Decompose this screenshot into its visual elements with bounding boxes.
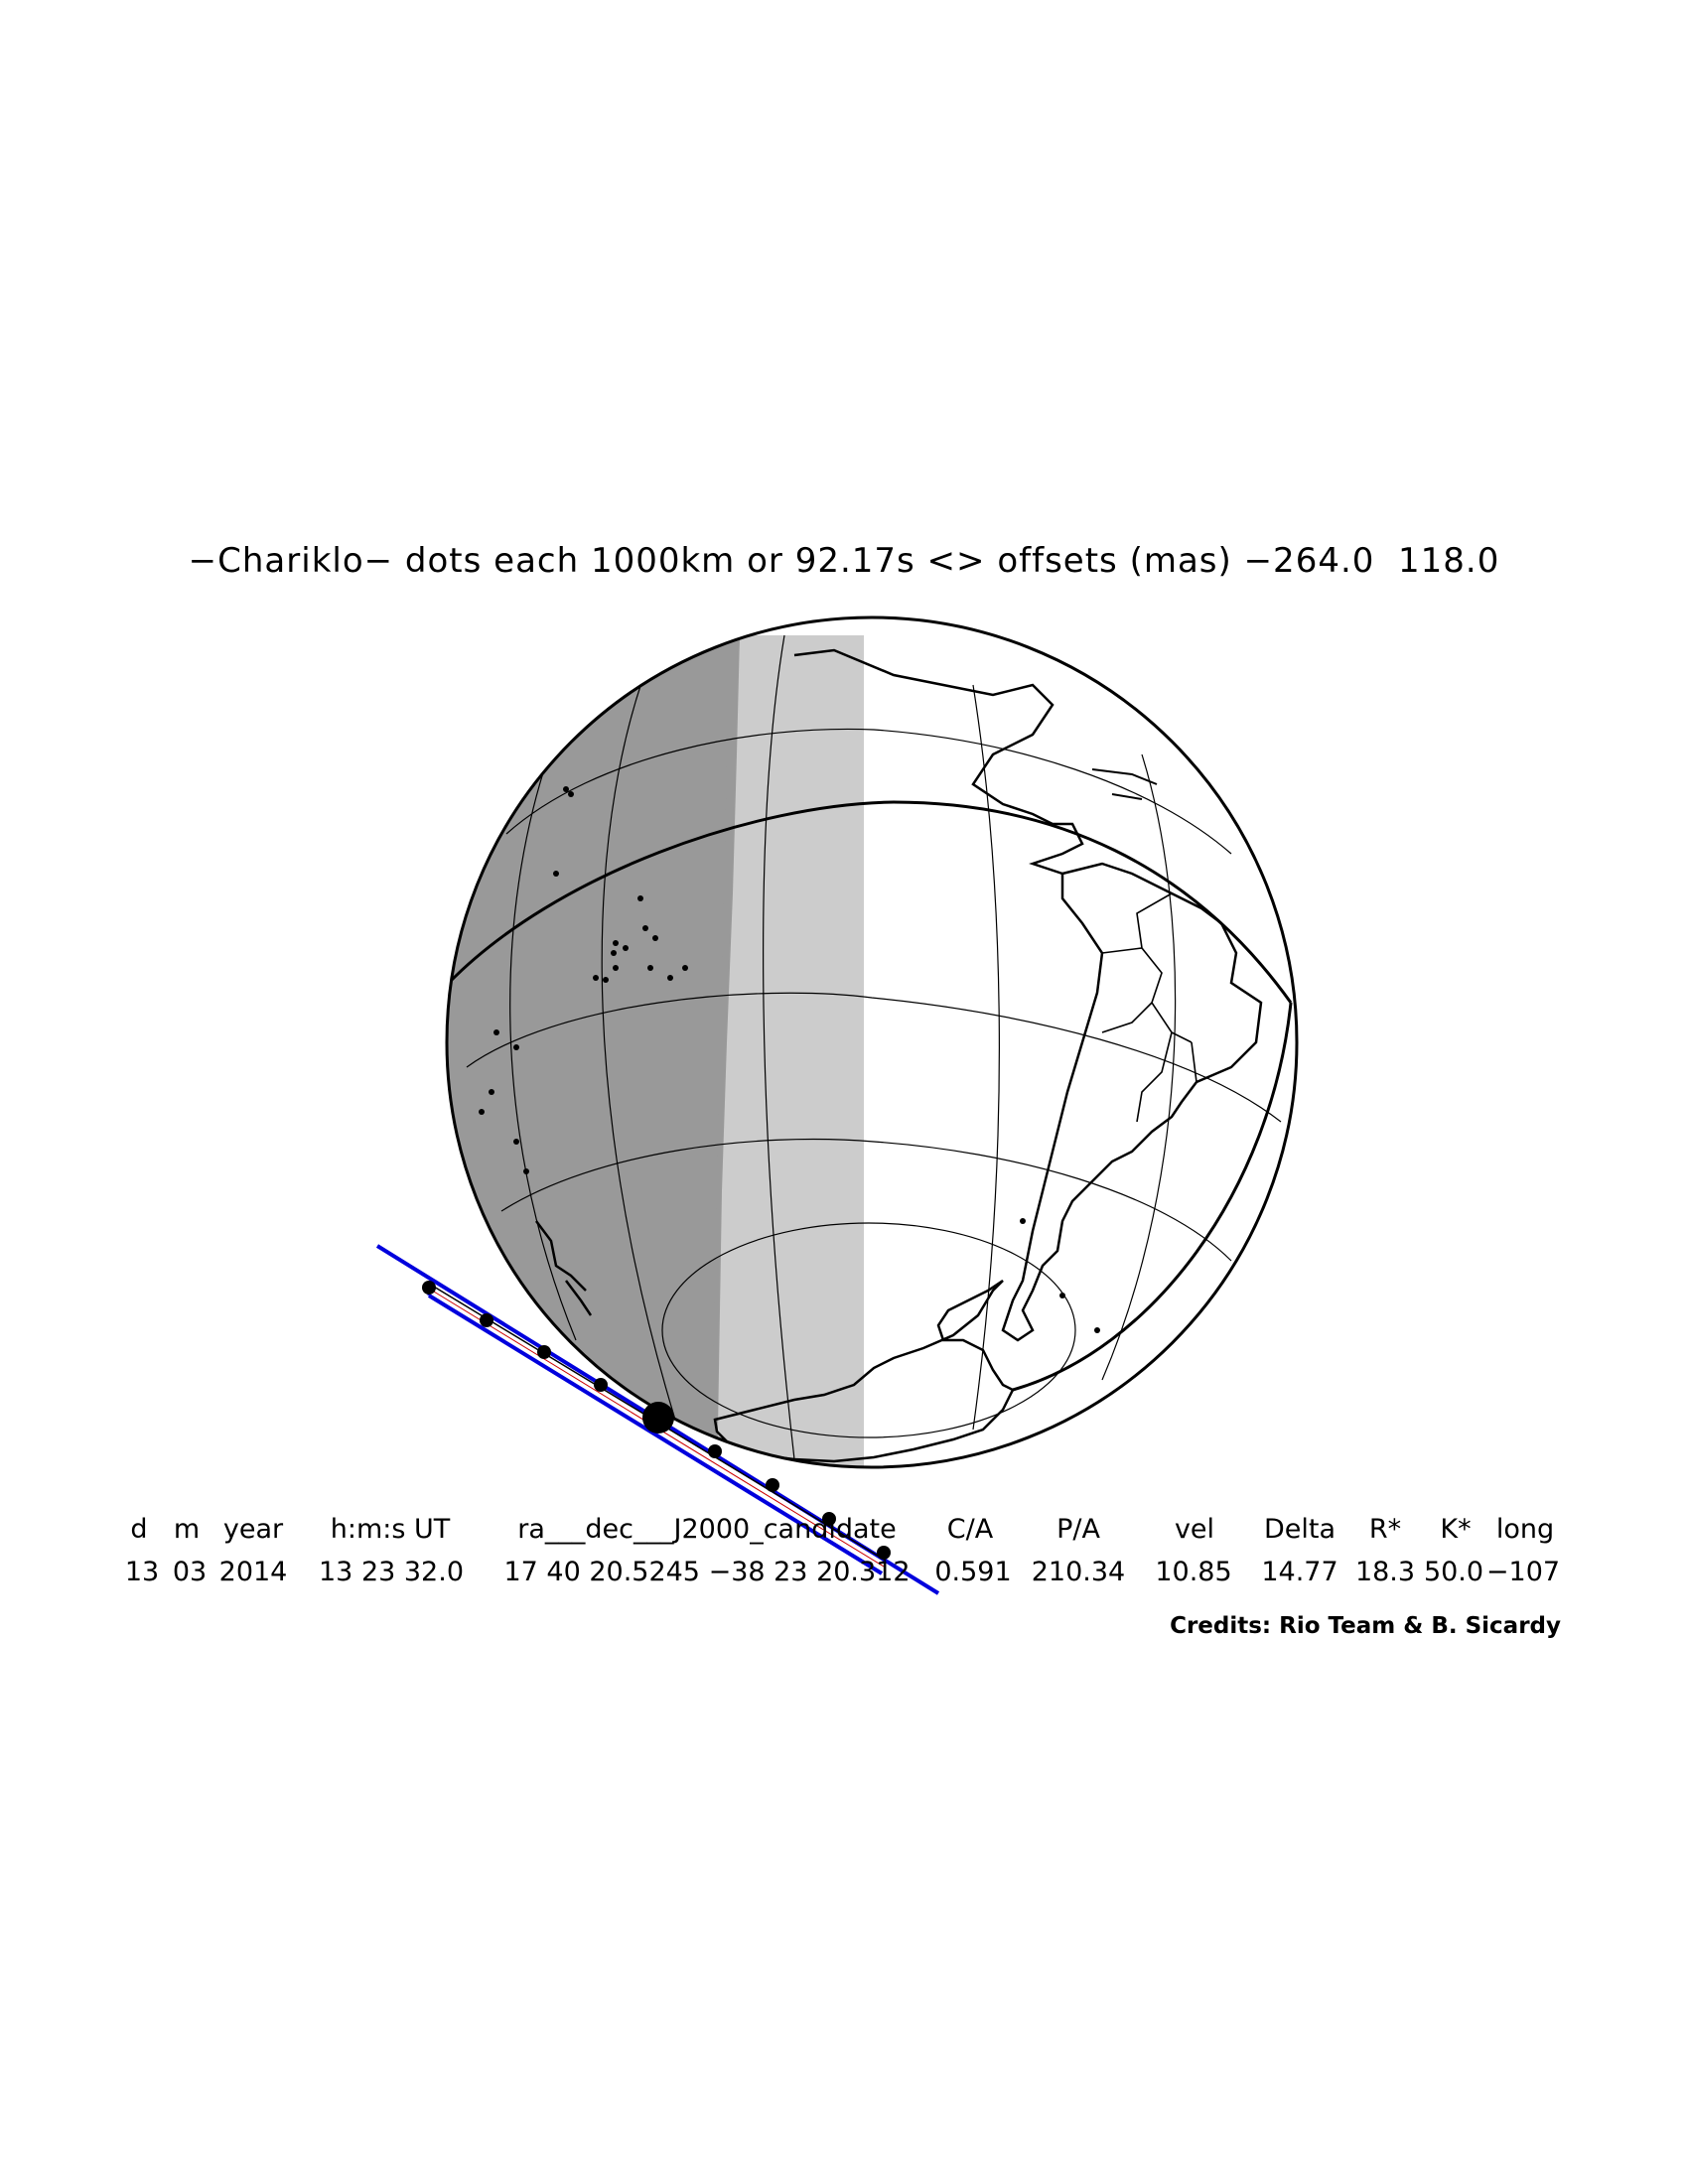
header-year: year xyxy=(222,1514,284,1545)
value-vel: 10.85 xyxy=(1155,1557,1232,1587)
twilight-region xyxy=(715,635,864,1467)
value-k: 50.0 xyxy=(1423,1557,1484,1587)
south-circle xyxy=(1012,1002,1293,1392)
value-pa: 210.34 xyxy=(1031,1557,1126,1587)
header-k: K* xyxy=(1440,1514,1472,1545)
value-r: 18.3 xyxy=(1354,1557,1416,1587)
globe-outline xyxy=(445,615,1299,1469)
header-m: m xyxy=(173,1514,201,1545)
header-d: d xyxy=(130,1514,148,1545)
header-vel: vel xyxy=(1174,1514,1215,1545)
value-year: 2014 xyxy=(218,1557,288,1587)
plot-title: −Chariklo− dots each 1000km or 92.17s <>… xyxy=(188,541,1500,581)
track-dot xyxy=(822,1512,836,1526)
header-ca: C/A xyxy=(946,1514,994,1545)
shadow-track xyxy=(375,1244,940,1595)
value-m: 03 xyxy=(172,1557,208,1587)
track-dot xyxy=(708,1444,722,1458)
country-borders xyxy=(1101,892,1197,1123)
header-time: h:m:s UT xyxy=(330,1514,451,1545)
value-d: 13 xyxy=(124,1557,160,1587)
continent-north-america xyxy=(793,648,1084,876)
credits-text: Credits: Rio Team & B. Sicardy xyxy=(1170,1613,1561,1639)
continent-south-america xyxy=(1001,862,1263,1342)
value-time: 13 23 32.0 xyxy=(319,1557,464,1587)
value-ca: 0.591 xyxy=(934,1557,1012,1587)
track-dot xyxy=(422,1281,436,1295)
track-dot xyxy=(594,1378,608,1392)
header-delta: Delta xyxy=(1263,1514,1336,1545)
equator-line xyxy=(447,800,1293,1004)
pacific-islands xyxy=(479,786,1100,1333)
track-limit-south xyxy=(427,1294,884,1575)
graticule xyxy=(466,634,1282,1460)
value-long: −107 xyxy=(1485,1557,1561,1587)
track-dot xyxy=(537,1345,551,1359)
caribbean-islands xyxy=(1091,768,1158,800)
header-r: R* xyxy=(1368,1514,1402,1545)
track-dots xyxy=(422,1281,891,1560)
header-long: long xyxy=(1495,1514,1555,1545)
new-zealand xyxy=(535,1220,593,1316)
value-coords: 17 40 20.5245 −38 23 20.312 xyxy=(503,1557,911,1587)
track-dot xyxy=(480,1313,493,1327)
track-dot xyxy=(766,1478,779,1492)
value-delta: 14.77 xyxy=(1261,1557,1338,1587)
terminator-edge xyxy=(710,635,740,1467)
track-closest-approach xyxy=(642,1402,674,1433)
track-dot xyxy=(877,1546,891,1560)
header-coords: ra___dec___J2000_candidate xyxy=(517,1514,897,1545)
header-pa: P/A xyxy=(1056,1514,1100,1545)
continent-antarctica xyxy=(713,1279,1015,1463)
